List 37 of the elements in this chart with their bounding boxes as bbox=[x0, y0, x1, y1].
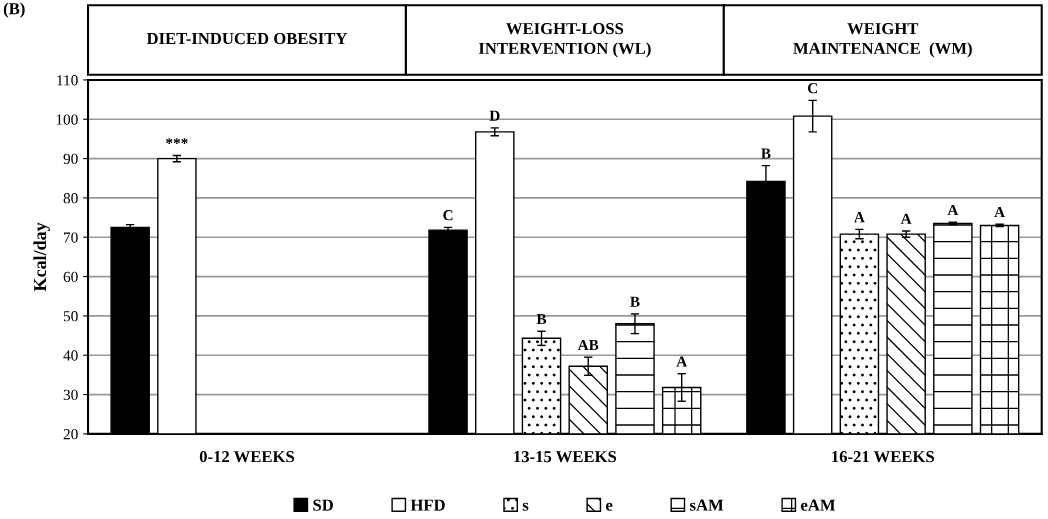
legend-label: s bbox=[522, 502, 529, 511]
text: WEIGHT MAINTENANCE (WM) bbox=[793, 23, 972, 58]
legend-label: sAM bbox=[690, 499, 724, 511]
data-label: A bbox=[994, 206, 1005, 218]
y-tick-label: 30 bbox=[63, 389, 78, 401]
y-tick-label: 90 bbox=[63, 153, 78, 165]
data-label: A bbox=[947, 205, 959, 216]
y-tick-label: 100 bbox=[56, 114, 78, 125]
y-tick-label: 70 bbox=[64, 232, 78, 243]
legend-label: e bbox=[606, 502, 613, 511]
data-label: A bbox=[854, 212, 865, 223]
y-tick-label: 40 bbox=[63, 350, 78, 361]
x-tick-label: 13-15 WEEKS bbox=[514, 451, 617, 463]
text: WEIGHT-LOSS INTERVENTION (WL) bbox=[478, 23, 651, 58]
legend-label: eAM bbox=[801, 499, 836, 511]
data-label: B bbox=[761, 148, 771, 159]
data-label: AB bbox=[577, 339, 599, 351]
y-axis-title: Kcal/day bbox=[33, 222, 50, 292]
text: (B) bbox=[3, 2, 25, 18]
data-label: B bbox=[630, 296, 640, 307]
x-tick-label: 16-21 WEEKS bbox=[832, 451, 934, 463]
y-tick-label: 110 bbox=[57, 75, 78, 86]
data-label: A bbox=[676, 356, 688, 367]
x-tick-label: 0-12 WEEKS bbox=[199, 451, 295, 463]
data-label: A bbox=[900, 213, 912, 224]
text: DIET-INDUCED OBESITY bbox=[146, 32, 348, 45]
legend-label: HFD bbox=[410, 499, 445, 511]
data-label: B bbox=[536, 314, 547, 325]
data-label: D bbox=[489, 110, 500, 121]
y-tick-label: 20 bbox=[63, 429, 78, 440]
legend-label: SD bbox=[313, 499, 333, 511]
data-label: C bbox=[443, 210, 453, 221]
data-label: C bbox=[807, 83, 818, 94]
y-tick-label: 60 bbox=[63, 271, 78, 283]
y-tick-label: 80 bbox=[63, 193, 78, 204]
data-label: *** bbox=[166, 138, 188, 144]
y-tick-label: 50 bbox=[63, 311, 78, 322]
